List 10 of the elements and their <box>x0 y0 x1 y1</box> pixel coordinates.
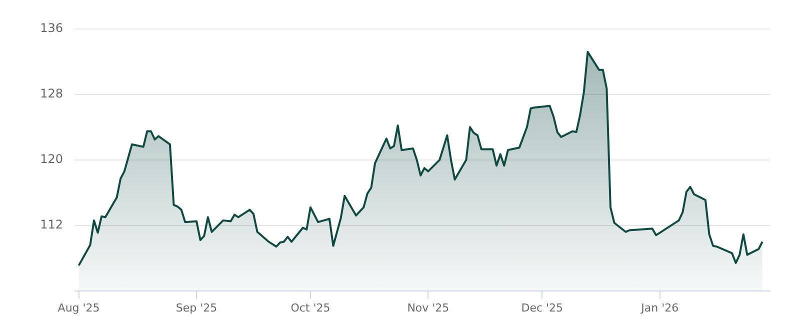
x-tick-label: Dec '25 <box>521 301 564 314</box>
x-tick-label: Sep '25 <box>176 301 218 314</box>
x-tick-label: Oct '25 <box>290 301 330 314</box>
y-tick-label: 120 <box>40 152 63 166</box>
x-tick-label: Jan '26 <box>640 301 679 314</box>
y-tick-label: 136 <box>40 21 63 36</box>
y-tick-label: 112 <box>40 217 63 232</box>
x-tick-label: Nov '25 <box>407 301 450 314</box>
x-tick-label: Aug '25 <box>58 301 100 314</box>
y-tick-label: 128 <box>40 86 63 101</box>
